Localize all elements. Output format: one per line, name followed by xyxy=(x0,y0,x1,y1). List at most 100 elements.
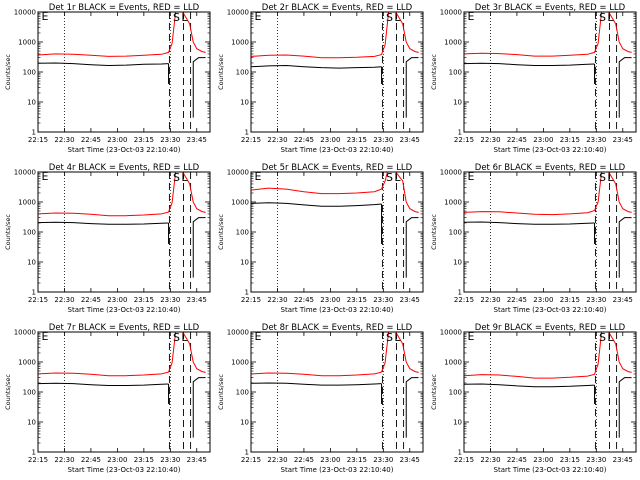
x-tick-label: 22:15 xyxy=(454,136,474,144)
series-line-lld xyxy=(251,172,419,213)
x-tick-label: 22:15 xyxy=(28,296,48,304)
plot-annotation: E xyxy=(255,330,262,343)
x-tick-label: 23:30 xyxy=(373,456,393,464)
plot-annotation: L xyxy=(394,11,401,24)
series-line-events-tail xyxy=(405,217,419,278)
plot-annotation: L xyxy=(181,171,188,184)
y-tick-label: 1000 xyxy=(231,39,249,47)
y-tick-label: 100 xyxy=(449,69,462,77)
x-axis-label: Start Time (23-Oct-03 22:10:40) xyxy=(68,146,181,154)
plot-frame xyxy=(37,331,211,453)
series-line-events xyxy=(464,383,595,388)
plot-frame xyxy=(37,171,211,293)
x-tick-label: 23:15 xyxy=(347,136,367,144)
series-line-events xyxy=(464,221,595,225)
series-line-events-tail xyxy=(618,377,632,438)
y-tick-label: 1 xyxy=(245,289,249,297)
series-line-events-tail xyxy=(192,57,206,118)
x-tick-label: 23:00 xyxy=(107,296,127,304)
detector-panel: Det 6r BLACK = Events, RED = LLD Counts/s… xyxy=(430,163,637,314)
y-tick-label: 1 xyxy=(458,449,462,457)
plot-frame xyxy=(250,331,424,453)
y-tick-label: 10 xyxy=(27,99,36,107)
x-tick-label: 23:45 xyxy=(613,136,633,144)
x-tick-label: 23:45 xyxy=(400,456,420,464)
y-tick-label: 1000 xyxy=(444,39,462,47)
x-tick-label: 23:00 xyxy=(533,296,553,304)
plot-annotation: S xyxy=(386,11,393,24)
plot-frame xyxy=(250,171,424,293)
x-axis-label: Start Time (23-Oct-03 22:10:40) xyxy=(68,306,181,314)
y-tick-label: 10000 xyxy=(227,329,249,337)
x-tick-label: 22:45 xyxy=(294,296,314,304)
y-tick-label: 100 xyxy=(23,229,36,237)
detector-panel: Det 7r BLACK = Events, RED = LLD Counts/s… xyxy=(4,323,211,474)
plot-annotation: L xyxy=(181,11,188,24)
y-tick-label: 10 xyxy=(453,419,462,427)
plot-annotation: S xyxy=(173,331,180,344)
plot-annotation: E xyxy=(468,330,475,343)
plot-annotation: S xyxy=(599,331,606,344)
x-tick-label: 23:45 xyxy=(613,296,633,304)
x-tick-label: 22:30 xyxy=(54,296,74,304)
y-tick-label: 10 xyxy=(240,99,249,107)
plot-annotation: S xyxy=(386,331,393,344)
y-tick-label: 10 xyxy=(453,99,462,107)
x-tick-label: 23:15 xyxy=(134,456,154,464)
x-tick-label: 22:30 xyxy=(480,296,500,304)
x-axis-label: Start Time (23-Oct-03 22:10:40) xyxy=(281,146,394,154)
y-tick-label: 100 xyxy=(23,69,36,77)
y-tick-label: 10000 xyxy=(227,9,249,17)
x-tick-label: 23:45 xyxy=(187,296,207,304)
x-tick-label: 22:30 xyxy=(480,136,500,144)
x-axis-label: Start Time (23-Oct-03 22:10:40) xyxy=(68,466,181,474)
y-tick-label: 10000 xyxy=(440,329,462,337)
y-tick-label: 10000 xyxy=(440,169,462,177)
x-tick-label: 23:45 xyxy=(400,296,420,304)
plot-annotation: S xyxy=(599,171,606,184)
x-tick-label: 22:45 xyxy=(81,136,101,144)
series-line-events-tail xyxy=(192,217,206,278)
y-tick-label: 1000 xyxy=(231,199,249,207)
x-tick-label: 22:15 xyxy=(241,136,261,144)
x-tick-label: 23:00 xyxy=(320,136,340,144)
series-line-events xyxy=(38,221,169,225)
plot-annotation: L xyxy=(394,331,401,344)
x-tick-label: 22:45 xyxy=(507,136,527,144)
panel-title: Det 3r BLACK = Events, RED = LLD xyxy=(475,3,626,13)
x-axis-label: Start Time (23-Oct-03 22:10:40) xyxy=(494,306,607,314)
x-tick-label: 22:45 xyxy=(507,456,527,464)
plot-annotation: S xyxy=(386,171,393,184)
x-tick-label: 23:00 xyxy=(320,456,340,464)
x-axis-label: Start Time (23-Oct-03 22:10:40) xyxy=(494,146,607,154)
y-tick-label: 10 xyxy=(27,259,36,267)
panel-title: Det 2r BLACK = Events, RED = LLD xyxy=(262,3,413,13)
x-tick-label: 23:30 xyxy=(160,136,180,144)
y-axis-label: Counts/sec xyxy=(4,54,12,90)
y-axis-label: Counts/sec xyxy=(217,374,225,410)
x-tick-label: 23:00 xyxy=(533,456,553,464)
series-line-events xyxy=(38,382,169,386)
x-tick-label: 23:15 xyxy=(560,296,580,304)
plot-annotation: L xyxy=(394,171,401,184)
plot-annotation: E xyxy=(42,330,49,343)
plot-annotation: E xyxy=(255,10,262,23)
y-tick-label: 1 xyxy=(458,289,462,297)
x-tick-label: 23:15 xyxy=(347,456,367,464)
series-line-lld xyxy=(251,332,419,377)
y-axis-label: Counts/sec xyxy=(4,214,12,250)
plot-annotation: S xyxy=(173,11,180,24)
x-tick-label: 23:30 xyxy=(160,296,180,304)
x-tick-label: 23:30 xyxy=(586,296,606,304)
series-line-lld xyxy=(464,12,632,57)
detector-panel: Det 1r BLACK = Events, RED = LLD Counts/s… xyxy=(4,3,211,154)
x-axis-label: Start Time (23-Oct-03 22:10:40) xyxy=(281,466,394,474)
series-line-lld xyxy=(464,332,632,379)
plot-frame xyxy=(463,331,637,453)
series-line-lld xyxy=(38,172,206,217)
x-tick-label: 22:15 xyxy=(28,136,48,144)
x-tick-label: 23:45 xyxy=(187,136,207,144)
series-line-events xyxy=(251,64,382,69)
x-tick-label: 22:30 xyxy=(267,136,287,144)
y-tick-label: 10000 xyxy=(227,169,249,177)
